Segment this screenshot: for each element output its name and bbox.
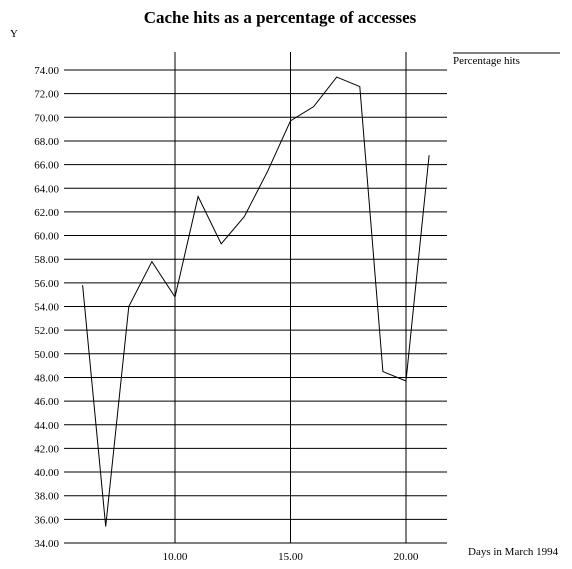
y-tick-label: 46.00 [34,396,59,408]
x-tick-label: 20.00 [394,551,419,563]
y-tick-label: 66.00 [34,160,59,172]
y-tick-label: 40.00 [34,467,59,479]
y-tick-label: 74.00 [34,65,59,77]
y-tick-label: 54.00 [34,302,59,314]
y-tick-label: 68.00 [34,136,59,148]
series-layer [82,76,430,527]
y-tick-label: 34.00 [34,538,59,550]
y-tick-label: 48.00 [34,372,59,384]
y-tick-label: 60.00 [34,231,59,243]
y-tick-label: 58.00 [34,254,59,266]
y-tick-label: 70.00 [34,112,59,124]
y-tick-label: 72.00 [34,89,59,101]
y-tick-label: 52.00 [34,325,59,337]
y-tick-label: 36.00 [34,514,59,526]
series-line [82,76,430,527]
y-tick-label: 44.00 [34,420,59,432]
legend: Percentage hits [453,52,560,67]
tick-labels: 34.00 36.00 38.00 40.00 42.00 44.00 46.00 48.00… [34,65,419,563]
y-tick-label: 42.00 [34,443,59,455]
x-tick-label: 15.00 [278,551,303,563]
y-tick-label: 64.00 [34,183,59,195]
y-tick-label: 62.00 [34,207,59,219]
chart-title: Cache hits as a percentage of accesses [144,8,417,27]
legend-label: Percentage hits [453,55,520,67]
y-tick-label: 56.00 [34,278,59,290]
y-axis-label: Y [10,28,18,40]
y-tick-label: 38.00 [34,491,59,503]
x-tick-label: 10.00 [163,551,188,563]
y-tick-label: 50.00 [34,349,59,361]
x-axis-label: Days in March 1994 [468,546,559,558]
grid [64,52,447,544]
